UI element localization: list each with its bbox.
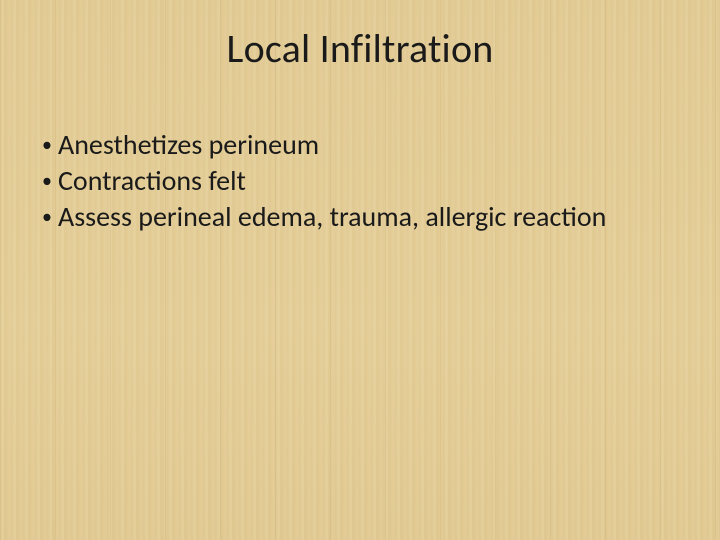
list-item: • Assess perineal edema, trauma, allergi…	[36, 200, 660, 234]
bullet-marker: •	[36, 128, 58, 162]
bullet-text: Assess perineal edema, trauma, allergic …	[58, 200, 660, 234]
slide-title: Local Infiltration	[0, 24, 720, 73]
list-item: • Contractions felt	[36, 164, 660, 198]
bullet-text: Contractions felt	[58, 164, 660, 198]
bullet-list: • Anesthetizes perineum • Contractions f…	[36, 128, 660, 236]
bullet-marker: •	[36, 164, 58, 198]
list-item: • Anesthetizes perineum	[36, 128, 660, 162]
bullet-marker: •	[36, 200, 58, 234]
slide-container: Local Infiltration • Anesthetizes perine…	[0, 0, 720, 540]
bullet-text: Anesthetizes perineum	[58, 128, 660, 162]
